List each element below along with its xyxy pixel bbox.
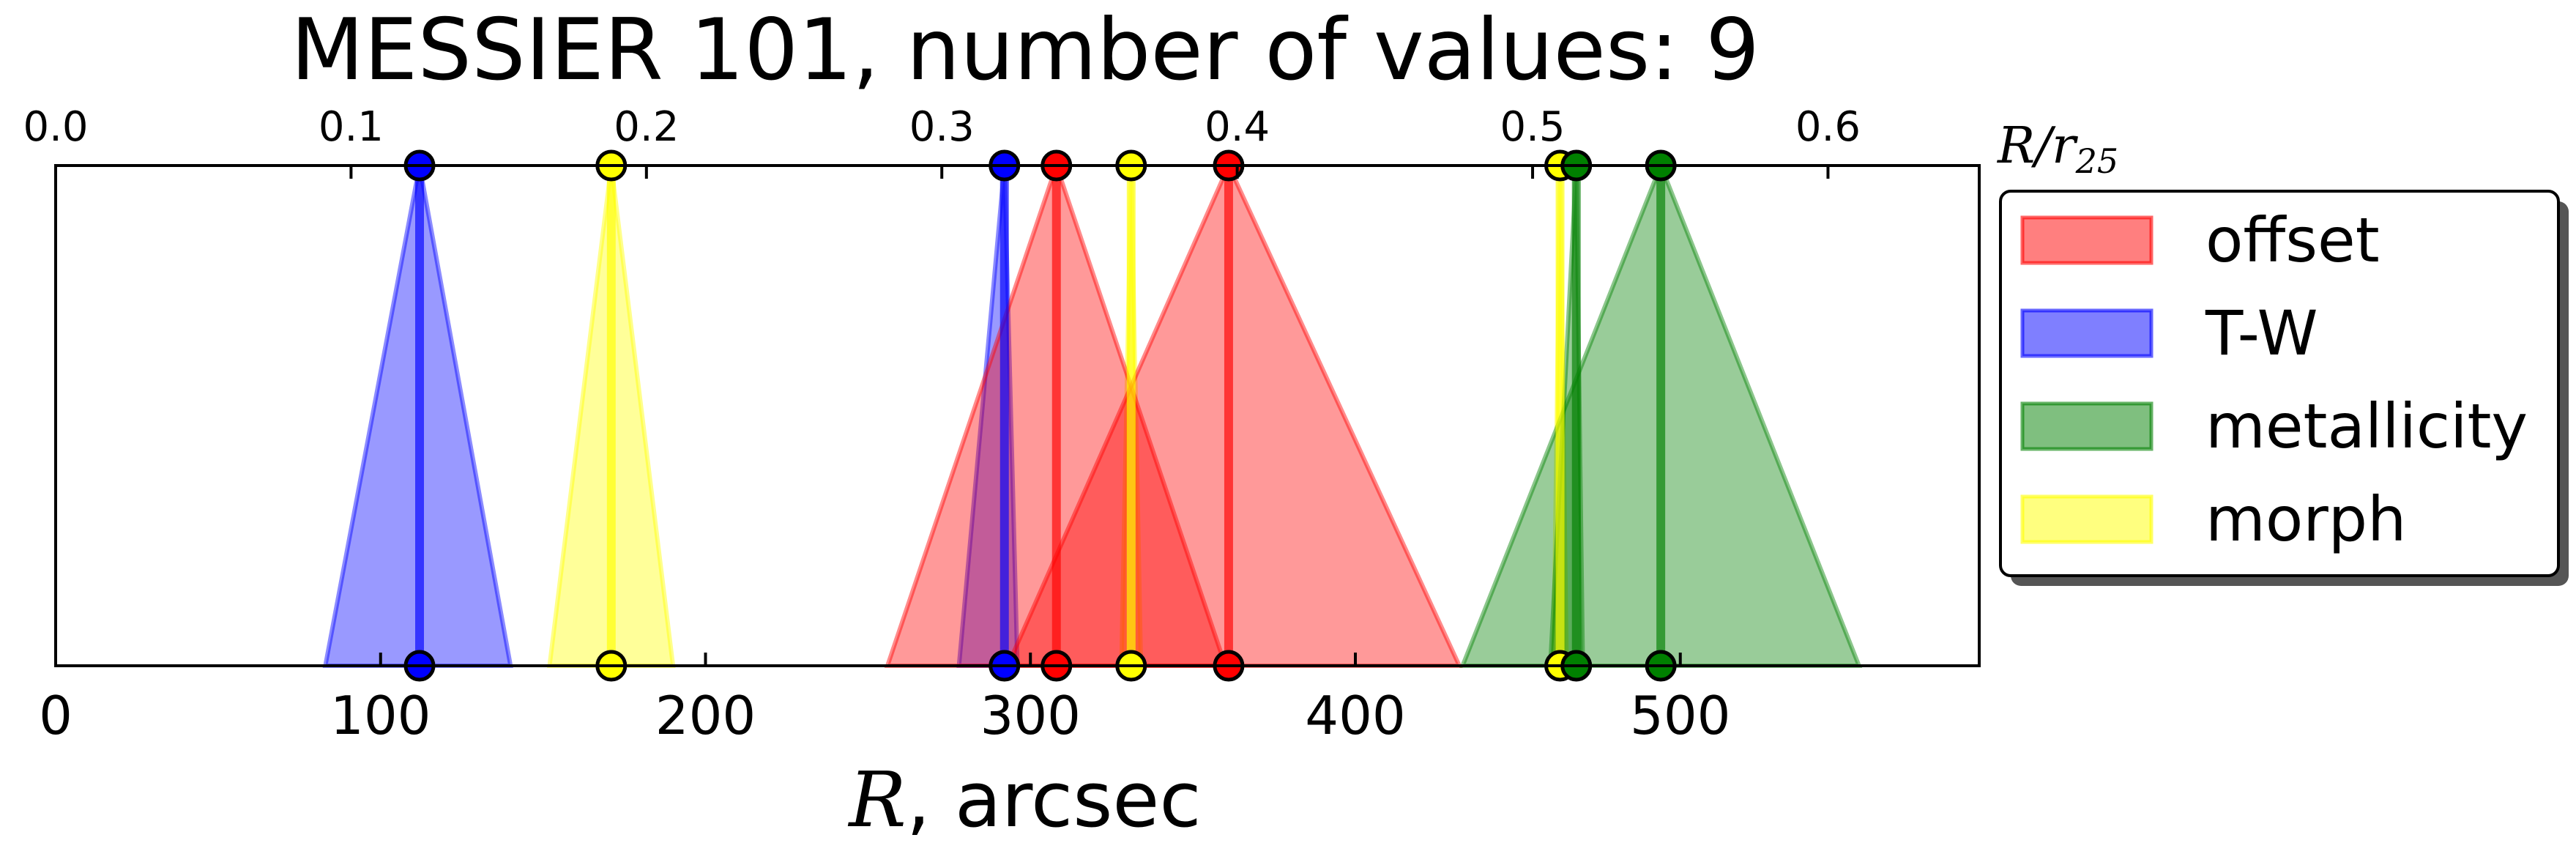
x-axis-label-symbol: R bbox=[847, 755, 906, 844]
bottom-tick-label: 400 bbox=[1305, 685, 1405, 746]
legend: offset T-W metallicity morph bbox=[1999, 190, 2569, 586]
bottom-tick-label: 100 bbox=[330, 685, 431, 746]
x-axis-label-unit: , arcsec bbox=[907, 755, 1202, 844]
bottom-tick-label: 200 bbox=[655, 685, 756, 746]
top-tick-label: 0.6 bbox=[1795, 103, 1861, 151]
legend-label-T-W: T-W bbox=[2205, 297, 2318, 369]
top-tick-label: 0.0 bbox=[23, 103, 88, 151]
top-axis-label-main: R/r bbox=[1996, 117, 2078, 175]
legend-box bbox=[1999, 190, 2560, 577]
legend-swatch-morph bbox=[2020, 494, 2154, 544]
top-tick-label: 0.5 bbox=[1500, 103, 1566, 151]
chart-title: MESSIER 101, number of values: 9 bbox=[291, 1, 1760, 100]
legend-swatch-T-W bbox=[2020, 308, 2154, 358]
bottom-axis: 0 100 200 300 400 500 bbox=[39, 653, 1730, 746]
legend-label-offset: offset bbox=[2205, 204, 2380, 276]
x-axis-label: R, arcsec bbox=[847, 755, 1201, 844]
legend-label-morph: morph bbox=[2205, 483, 2406, 555]
top-axis-label-subscript: 25 bbox=[2075, 141, 2119, 181]
plot-frame bbox=[54, 164, 1981, 667]
top-axis-label: R/r25 bbox=[1996, 117, 2118, 181]
top-tick-label: 0.1 bbox=[319, 103, 384, 151]
legend-label-metallicity: metallicity bbox=[2205, 390, 2528, 462]
bottom-tick-label: 500 bbox=[1630, 685, 1730, 746]
legend-swatch-offset bbox=[2020, 215, 2154, 265]
bottom-tick-label: 300 bbox=[980, 685, 1081, 746]
top-axis: 0.0 0.1 0.2 0.3 0.4 0.5 0.6 bbox=[23, 103, 1861, 179]
bottom-tick-label: 0 bbox=[39, 685, 72, 746]
legend-swatch-metallicity bbox=[2020, 401, 2154, 451]
top-tick-label: 0.4 bbox=[1205, 103, 1270, 151]
top-tick-label: 0.2 bbox=[614, 103, 679, 151]
plot-data bbox=[322, 149, 1863, 682]
top-tick-label: 0.3 bbox=[909, 103, 975, 151]
